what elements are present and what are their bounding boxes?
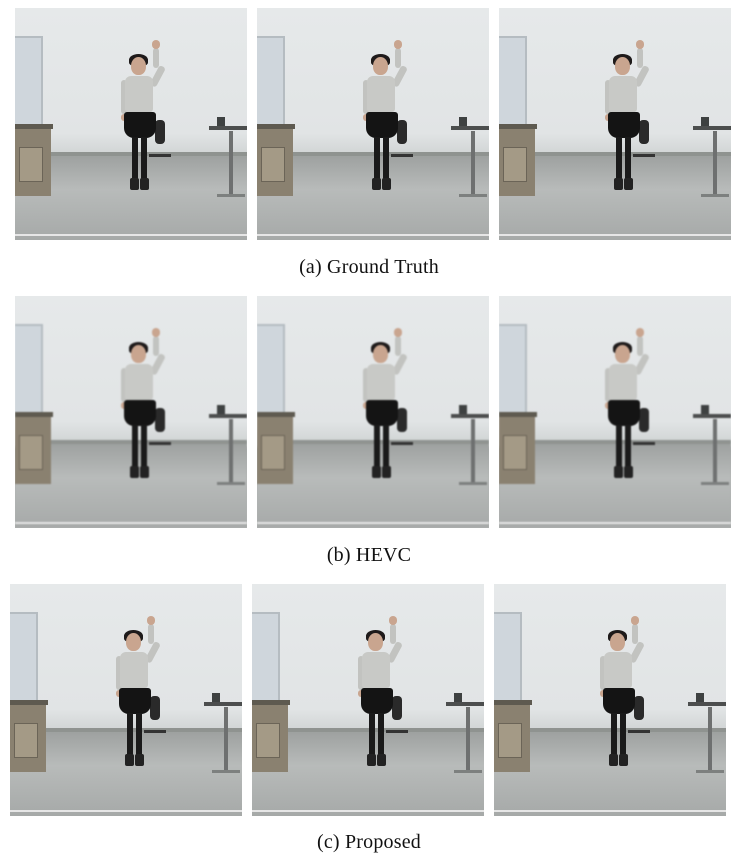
round-table [693,414,731,419]
office-chair [633,120,655,160]
floor [499,156,731,240]
round-table [688,702,726,707]
office-chair [386,696,408,736]
office-chair [149,408,171,448]
floor [15,156,247,240]
proposed-frame-3 [494,584,726,816]
office-chair [633,408,655,448]
desk [257,124,295,129]
office-chair [391,120,413,160]
floor [494,732,726,816]
round-table [446,702,484,707]
caption-hevc: (b) HEVC [326,544,412,566]
office-scene [10,584,242,816]
waving-person [603,40,663,200]
hevc-frame-3 [499,296,731,528]
waving-person [114,616,174,776]
office-scene [15,296,247,528]
floor [257,444,489,528]
hevc-frame-2 [257,296,489,528]
office-scene [494,584,726,816]
floor [257,156,489,240]
floor [10,732,242,816]
waving-person [119,40,179,200]
waving-person [361,40,421,200]
round-table [451,414,489,419]
round-table [693,126,731,131]
office-chair [628,696,650,736]
floor [252,732,484,816]
office-chair [391,408,413,448]
office-scene [257,296,489,528]
round-table [451,126,489,131]
waving-person [603,328,663,488]
desk [252,700,290,705]
proposed-frame-1 [10,584,242,816]
desk [257,412,295,417]
ground-truth-frame-3 [499,8,731,240]
desk [15,124,53,129]
office-scene [257,8,489,240]
office-scene [252,584,484,816]
waving-person [598,616,658,776]
waving-person [119,328,179,488]
desk [499,124,537,129]
round-table [209,126,247,131]
ground-truth-frame-2 [257,8,489,240]
ground-truth-frame-1 [15,8,247,240]
floor [15,444,247,528]
waving-person [356,616,416,776]
desk [15,412,53,417]
proposed-frame-2 [252,584,484,816]
caption-ground-truth: (a) Ground Truth [299,256,439,278]
office-scene [499,8,731,240]
office-scene [15,8,247,240]
desk [499,412,537,417]
hevc-frame-1 [15,296,247,528]
desk [494,700,532,705]
caption-proposed: (c) Proposed [316,831,422,853]
desk [10,700,48,705]
waving-person [361,328,421,488]
office-chair [144,696,166,736]
office-chair [149,120,171,160]
round-table [204,702,242,707]
office-scene [499,296,731,528]
round-table [209,414,247,419]
floor [499,444,731,528]
